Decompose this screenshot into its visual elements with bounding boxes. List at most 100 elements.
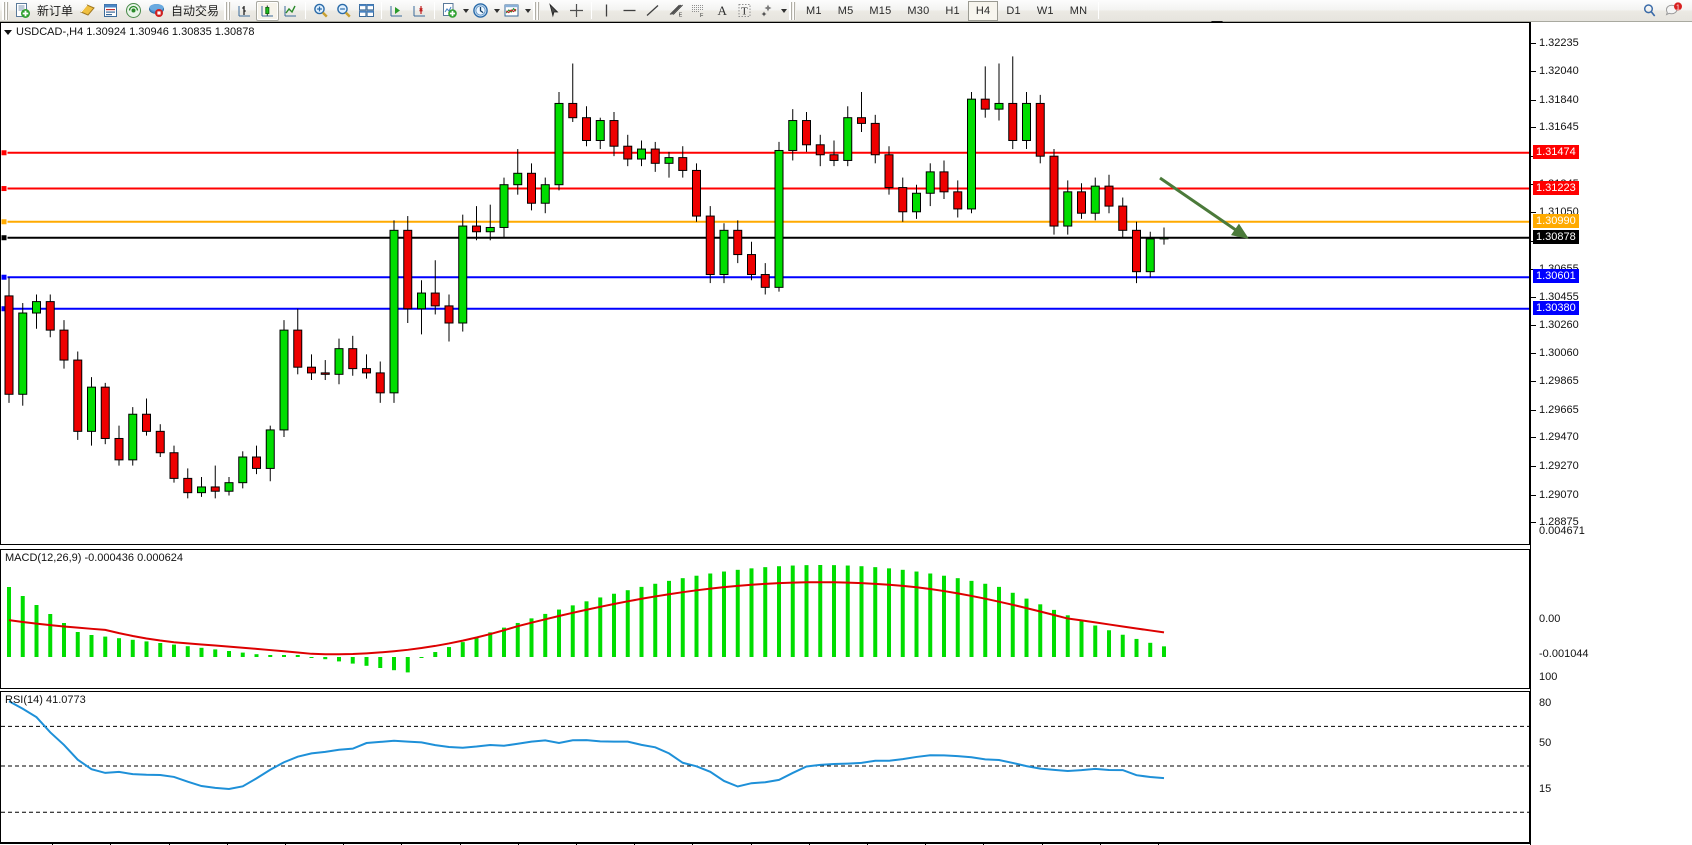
price-level-badge-last-price[interactable]: 1.30878	[1533, 229, 1579, 244]
price-tick-label: 1.32040	[1539, 65, 1579, 78]
candlestick-chart-icon[interactable]	[256, 0, 280, 21]
svg-text:A: A	[718, 3, 728, 18]
period-dropdown-caret[interactable]	[494, 8, 501, 13]
rsi-axis-label: 50	[1539, 737, 1552, 749]
chart-shift-icon[interactable]	[408, 1, 431, 21]
timeframe-h1[interactable]: H1	[945, 4, 960, 17]
macd-axis-label: 0.004671	[1539, 525, 1585, 537]
timeframe-d1[interactable]: D1	[1006, 4, 1021, 17]
rsi-label: RSI(14) 41.0773	[5, 694, 86, 706]
toolbar-grip[interactable]	[2, 1, 9, 20]
search-icon[interactable]	[1638, 1, 1661, 21]
price-tick	[1531, 99, 1536, 101]
main-toolbar: 新订单	[0, 0, 1692, 22]
price-tick-label: 1.28875	[1539, 516, 1579, 529]
price-tick	[1531, 494, 1536, 496]
price-tick	[1531, 71, 1536, 73]
expert-advisor-icon[interactable]	[76, 1, 99, 21]
price-tick	[1531, 465, 1536, 467]
rsi-pane[interactable]: RSI(14) 41.0773	[0, 691, 1530, 843]
timeframe-h4[interactable]: H4	[967, 0, 999, 21]
chart-workspace: USDCAD-,H4 1.30924 1.30946 1.30835 1.308…	[0, 21, 1692, 845]
templates-icon[interactable]	[500, 1, 523, 21]
rsi-svg	[1, 700, 1529, 813]
bar-chart-icon[interactable]	[233, 1, 256, 21]
period-icon[interactable]	[469, 1, 492, 21]
price-tick	[1531, 268, 1536, 270]
price-tick-label: 1.30455	[1539, 291, 1579, 304]
auto-trading-label[interactable]: 自动交易	[171, 4, 220, 18]
crosshair-icon[interactable]	[565, 1, 588, 21]
text-box-icon[interactable]: T	[733, 1, 756, 21]
price-tick-label: 1.29070	[1539, 488, 1579, 501]
toolbar-grip-3[interactable]	[533, 1, 541, 20]
timeframe-w1[interactable]: W1	[1036, 4, 1054, 17]
rsi-axis-label: 100	[1539, 671, 1558, 683]
tile-windows-icon[interactable]	[355, 1, 378, 21]
timeframe-m30[interactable]: M30	[907, 4, 930, 17]
price-tick-label: 1.31645	[1539, 121, 1579, 134]
timeframe-m5[interactable]: M5	[837, 4, 854, 17]
toolbar-grip-4[interactable]	[789, 1, 797, 20]
notifications-icon[interactable]: 1	[1661, 1, 1686, 21]
timeframe-mn[interactable]: MN	[1069, 4, 1088, 17]
price-tick	[1531, 297, 1536, 299]
shapes-icon[interactable]	[756, 1, 779, 21]
macd-axis-label: 0.00	[1539, 613, 1561, 625]
shapes-dropdown-caret[interactable]	[781, 8, 788, 13]
rsi-axis-label: 80	[1539, 697, 1552, 710]
price-axis[interactable]: 1.322351.320401.318401.316451.314451.312…	[1530, 22, 1692, 845]
price-tick-label: 1.29270	[1539, 459, 1579, 472]
trendline-icon[interactable]	[641, 1, 664, 21]
price-tick	[1531, 522, 1536, 524]
price-tick	[1531, 381, 1536, 383]
price-tick	[1531, 324, 1536, 326]
price-level-badge-resistance[interactable]: 1.31223	[1533, 180, 1579, 195]
new-order-icon[interactable]	[11, 1, 34, 21]
price-tick-label: 1.29865	[1539, 375, 1579, 388]
price-tick	[1531, 43, 1536, 45]
svg-text:E: E	[679, 12, 683, 18]
rsi-axis-label: 15	[1539, 783, 1552, 796]
timeframe-m1[interactable]: M1	[806, 4, 822, 17]
zoom-out-icon[interactable]	[332, 1, 355, 21]
chart-menu-triangle-icon[interactable]	[4, 29, 12, 35]
price-tick	[1531, 437, 1536, 439]
timeframe-m15[interactable]: M15	[869, 4, 892, 17]
indicator-dropdown-caret[interactable]	[463, 8, 470, 13]
macd-svg	[7, 565, 1166, 673]
macd-label: MACD(12,26,9) -0.000436 0.000624	[5, 552, 183, 564]
price-level-badge-resistance[interactable]: 1.31474	[1533, 144, 1579, 159]
cursor-icon[interactable]	[542, 1, 565, 21]
channel-icon[interactable]: F	[687, 1, 710, 21]
price-chart-pane[interactable]: USDCAD-,H4 1.30924 1.30946 1.30835 1.308…	[0, 22, 1530, 545]
price-level-badge-support[interactable]: 1.30380	[1533, 300, 1579, 315]
price-tick-label: 1.30260	[1539, 318, 1579, 331]
price-tick-label: 1.30060	[1539, 347, 1579, 360]
zoom-in-icon[interactable]	[309, 1, 332, 21]
vertical-line-icon[interactable]	[595, 1, 618, 21]
price-tick-label: 1.29470	[1539, 431, 1579, 444]
price-level-badge-pivot[interactable]: 1.30990	[1533, 213, 1579, 228]
svg-text:F: F	[700, 13, 704, 19]
toolbar-grip-2[interactable]	[224, 1, 232, 20]
line-chart-icon[interactable]	[279, 1, 302, 21]
svg-text:T: T	[741, 6, 748, 18]
macd-axis-label: -0.001044	[1539, 648, 1589, 660]
price-tick	[1531, 409, 1536, 411]
text-label-icon[interactable]: A	[710, 1, 733, 21]
price-tick-label: 1.29665	[1539, 403, 1579, 416]
add-indicator-icon[interactable]	[438, 1, 461, 21]
fibonacci-icon[interactable]: E	[664, 1, 687, 21]
price-tick-label: 1.32235	[1539, 37, 1579, 50]
data-window-icon[interactable]	[99, 1, 122, 21]
price-candles-svg	[1, 56, 1529, 499]
signals-icon[interactable]	[122, 1, 145, 21]
macd-pane[interactable]: MACD(12,26,9) -0.000436 0.000624	[0, 549, 1530, 689]
auto-scroll-icon[interactable]	[385, 1, 408, 21]
new-order-label[interactable]: 新订单	[37, 4, 74, 18]
market-icon[interactable]	[145, 1, 168, 21]
horizontal-line-icon[interactable]	[618, 1, 641, 21]
templates-dropdown-caret[interactable]	[525, 8, 532, 13]
price-level-badge-support[interactable]: 1.30601	[1533, 269, 1579, 284]
